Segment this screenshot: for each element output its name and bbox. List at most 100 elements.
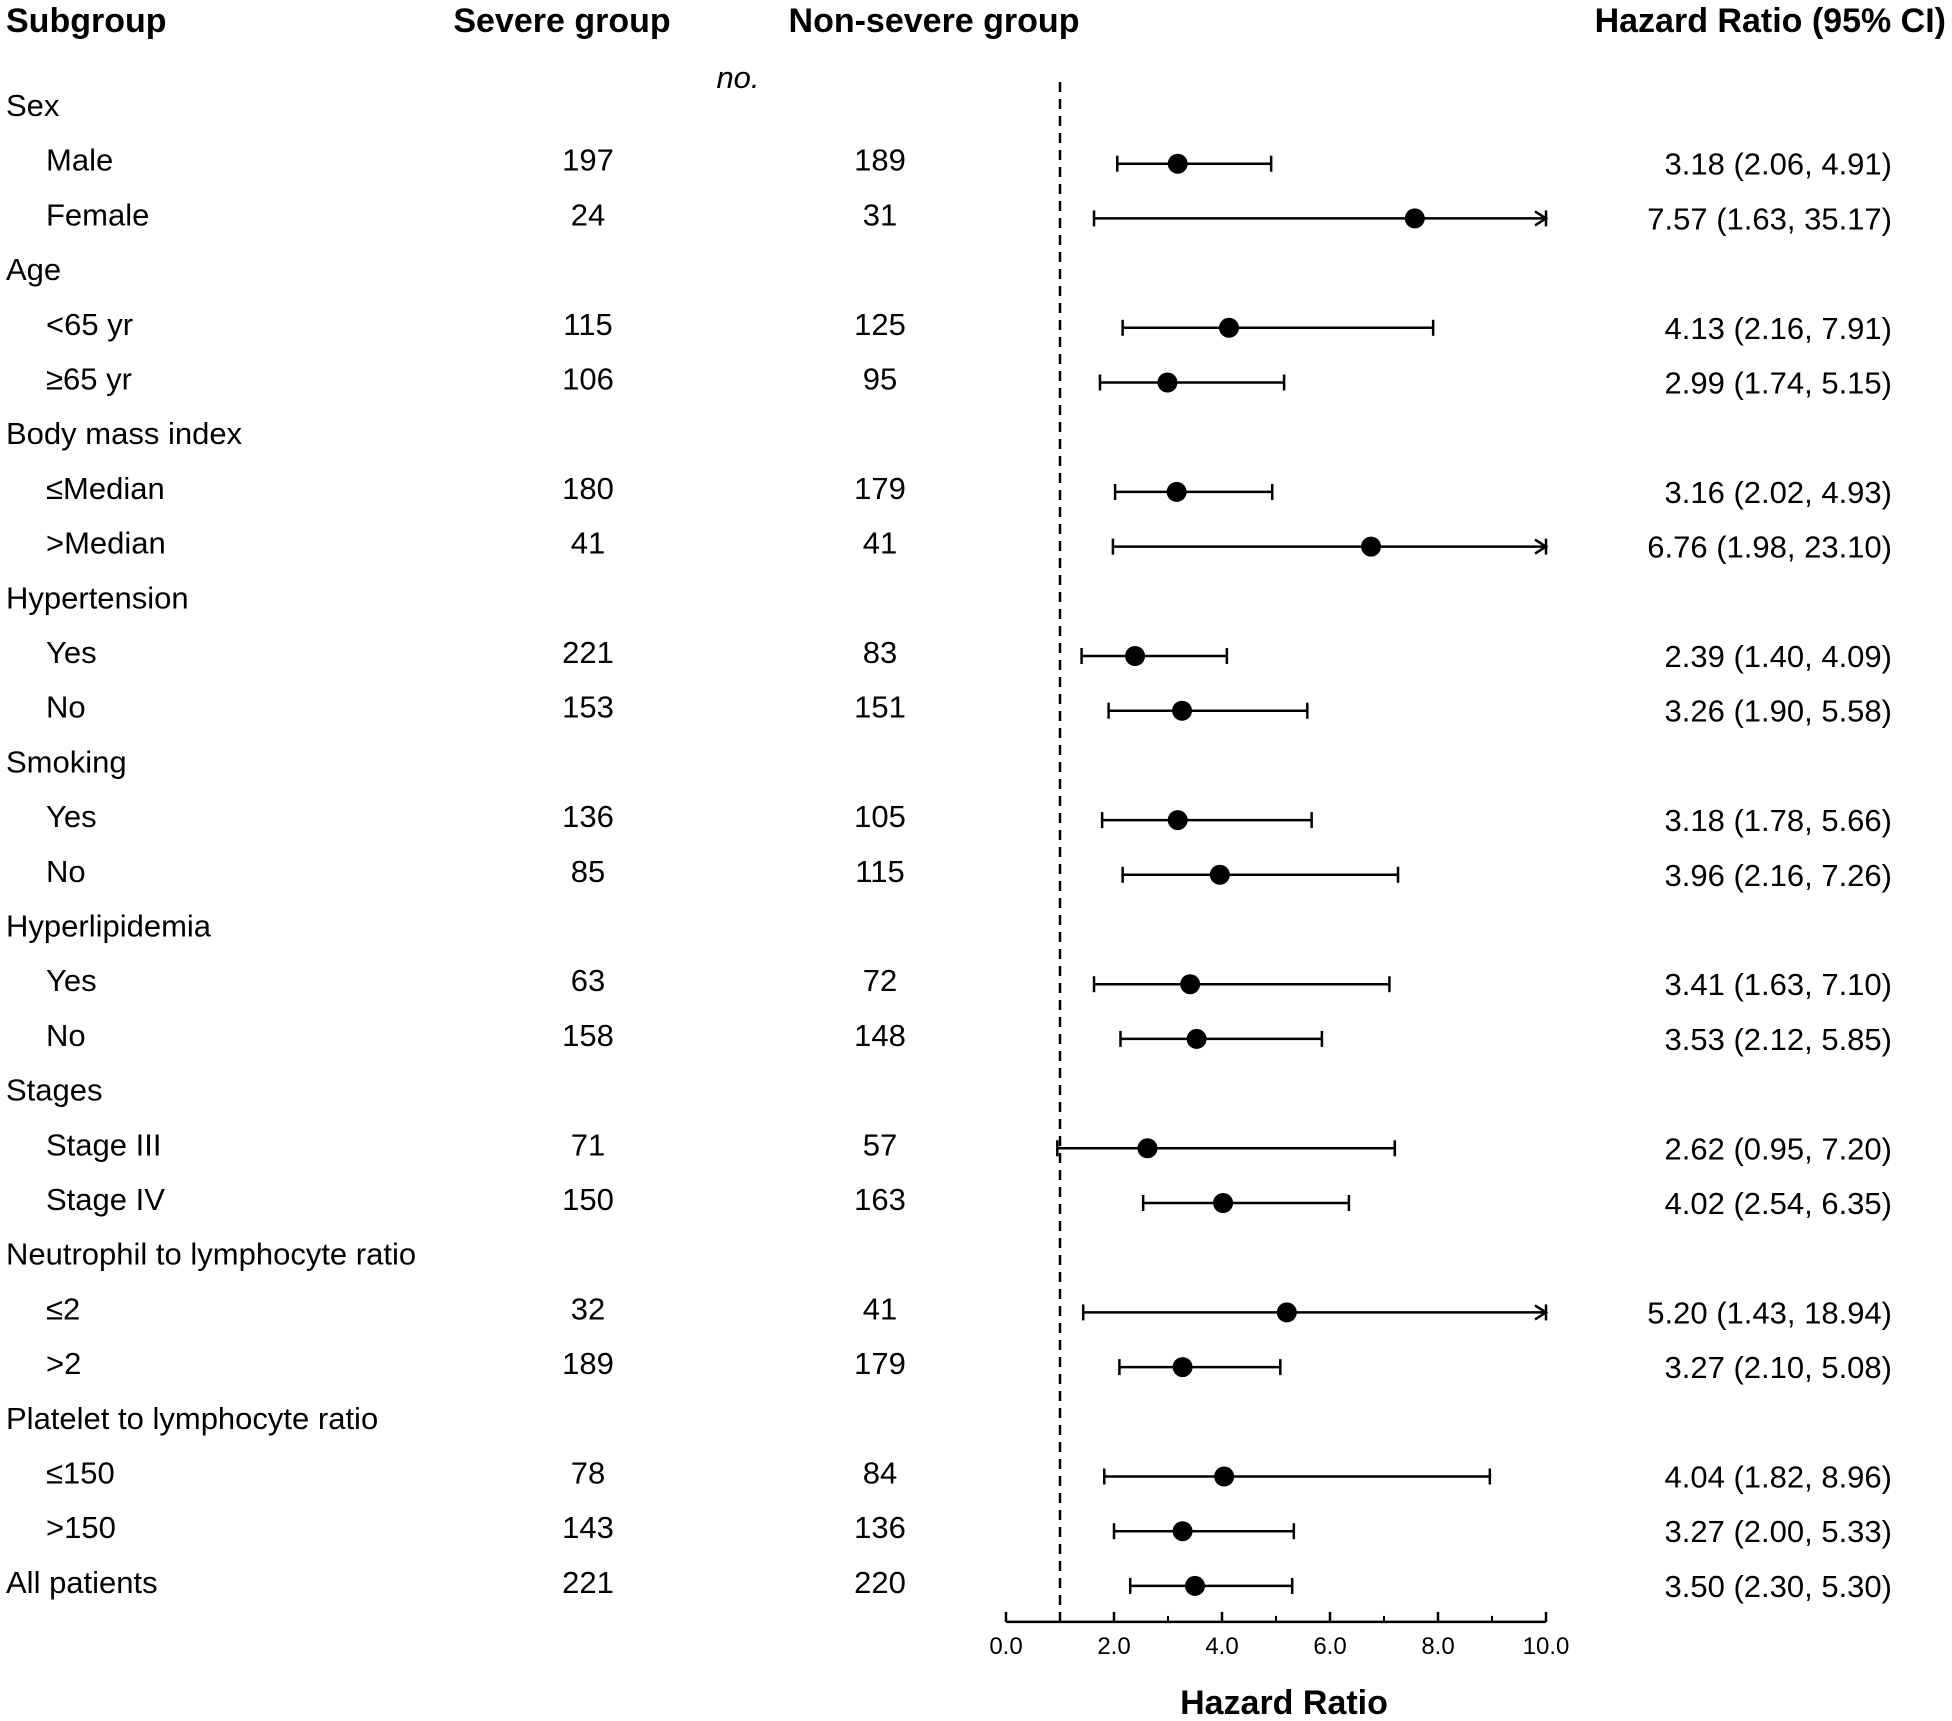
severe-count: 197 (562, 143, 614, 178)
x-tick-label: 10.0 (1523, 1633, 1570, 1660)
hazard-ratio-point (1214, 1466, 1235, 1487)
non-severe-count: 179 (854, 1346, 906, 1381)
severe-count: 71 (571, 1127, 605, 1162)
hazard-ratio-point (1361, 536, 1382, 557)
hazard-ratio-point (1276, 1302, 1297, 1323)
x-tick-label: 0.0 (989, 1633, 1022, 1660)
hazard-ratio-point (1172, 1357, 1193, 1378)
hazard-ratio-text: 3.50 (2.30, 5.30) (1665, 1569, 1893, 1604)
subgroup-heading: Platelet to lymphocyte ratio (6, 1401, 378, 1436)
non-severe-count: 95 (863, 362, 897, 397)
header-hazard-ratio: Hazard Ratio (95% CI) (1595, 2, 1946, 40)
subgroup-heading: Smoking (6, 744, 127, 779)
severe-count: 136 (562, 799, 614, 834)
non-severe-count: 148 (854, 1018, 906, 1053)
subgroup-heading: Sex (6, 88, 60, 123)
header-severe-group: Severe group (453, 2, 670, 40)
hazard-ratio-point (1125, 646, 1146, 666)
severe-count: 24 (571, 197, 605, 232)
subgroup-label: >2 (46, 1346, 81, 1381)
x-tick-label: 6.0 (1313, 1633, 1346, 1660)
severe-count: 63 (571, 963, 605, 998)
subgroup-label: >Median (46, 526, 166, 561)
hazard-ratio-point (1213, 1193, 1234, 1213)
hazard-ratio-point (1166, 481, 1187, 502)
non-severe-count: 115 (855, 854, 904, 889)
non-severe-count: 84 (863, 1456, 897, 1491)
non-severe-count: 179 (854, 471, 906, 506)
non-severe-count: 151 (854, 690, 906, 725)
subgroup-heading: Age (6, 252, 61, 287)
hazard-ratio-point (1137, 1138, 1158, 1159)
subgroup-label: No (46, 1018, 86, 1053)
subgroup-label: ≤150 (46, 1456, 115, 1491)
hazard-ratio-text: 3.53 (2.12, 5.85) (1665, 1022, 1893, 1057)
subgroup-label: ≤2 (46, 1291, 80, 1326)
non-severe-count: 125 (854, 307, 906, 342)
severe-count: 189 (562, 1346, 614, 1381)
non-severe-count: 41 (863, 1291, 897, 1326)
hazard-ratio-point (1167, 153, 1188, 174)
non-severe-count: 72 (863, 963, 897, 998)
subgroup-heading: Hypertension (6, 580, 189, 615)
hazard-ratio-point (1172, 1521, 1193, 1542)
severe-count: 153 (562, 690, 614, 725)
severe-count: 115 (563, 307, 612, 342)
x-tick-label: 4.0 (1205, 1633, 1238, 1660)
subgroup-label: Yes (46, 799, 97, 834)
rows-layer: Sex Male 197 189 3.18 (2.06, 4.91) Female 24 31… (6, 88, 1892, 1604)
severe-count: 143 (562, 1510, 614, 1545)
subgroup-label: <65 yr (46, 307, 133, 342)
hazard-ratio-text: 5.20 (1.43, 18.94) (1647, 1295, 1892, 1330)
non-severe-count: 41 (863, 526, 897, 561)
hazard-ratio-text: 3.16 (2.02, 4.93) (1665, 475, 1893, 510)
severe-count: 32 (571, 1291, 605, 1326)
non-severe-count: 57 (863, 1127, 897, 1162)
x-axis: 0.0 2.0 4.0 6.0 8.0 10.0 (989, 1611, 1570, 1660)
hazard-ratio-point (1219, 317, 1240, 338)
x-tick-label: 2.0 (1097, 1633, 1130, 1660)
non-severe-count: 189 (854, 143, 906, 178)
hazard-ratio-text: 4.04 (1.82, 8.96) (1665, 1460, 1893, 1495)
hazard-ratio-text: 3.27 (2.10, 5.08) (1665, 1350, 1893, 1385)
non-severe-count: 105 (854, 799, 906, 834)
x-tick-label: 8.0 (1421, 1633, 1454, 1660)
non-severe-count: 83 (863, 635, 897, 670)
severe-count: 150 (562, 1182, 614, 1217)
subgroup-label: Female (46, 197, 149, 232)
severe-count: 41 (571, 526, 605, 561)
hazard-ratio-text: 7.57 (1.63, 35.17) (1647, 201, 1892, 236)
hazard-ratio-point (1404, 208, 1425, 229)
hazard-ratio-text: 2.39 (1.40, 4.09) (1665, 639, 1893, 674)
hazard-ratio-point (1172, 700, 1193, 721)
hazard-ratio-text: 3.18 (2.06, 4.91) (1665, 147, 1893, 182)
hazard-ratio-text: 3.26 (1.90, 5.58) (1665, 694, 1893, 729)
severe-count: 158 (562, 1018, 614, 1053)
severe-count: 85 (571, 854, 605, 889)
subgroup-label: No (46, 690, 86, 725)
hazard-ratio-point (1157, 372, 1178, 393)
non-severe-count: 163 (854, 1182, 906, 1217)
hazard-ratio-text: 2.99 (1.74, 5.15) (1665, 366, 1893, 401)
severe-count: 221 (562, 1565, 614, 1600)
subgroup-heading: Body mass index (6, 416, 243, 451)
subgroup-heading: Hyperlipidemia (6, 909, 212, 944)
hazard-ratio-point (1180, 974, 1201, 995)
count-unit-label: no. (716, 60, 759, 95)
severe-count: 180 (562, 471, 614, 506)
subgroup-label: ≤Median (46, 471, 165, 506)
subgroup-label: All patients (6, 1565, 158, 1600)
non-severe-count: 220 (854, 1565, 906, 1600)
header-subgroup: Subgroup (6, 2, 167, 40)
hazard-ratio-point (1209, 864, 1230, 885)
subgroup-label: >150 (46, 1510, 116, 1545)
severe-count: 106 (562, 362, 614, 397)
severe-count: 78 (571, 1456, 605, 1491)
non-severe-count: 136 (854, 1510, 906, 1545)
severe-count: 221 (562, 635, 614, 670)
hazard-ratio-text: 3.96 (2.16, 7.26) (1665, 858, 1893, 893)
header-non-severe-group: Non-severe group (789, 2, 1080, 40)
subgroup-label: ≥65 yr (46, 362, 132, 397)
hazard-ratio-text: 4.02 (2.54, 6.35) (1665, 1186, 1893, 1221)
